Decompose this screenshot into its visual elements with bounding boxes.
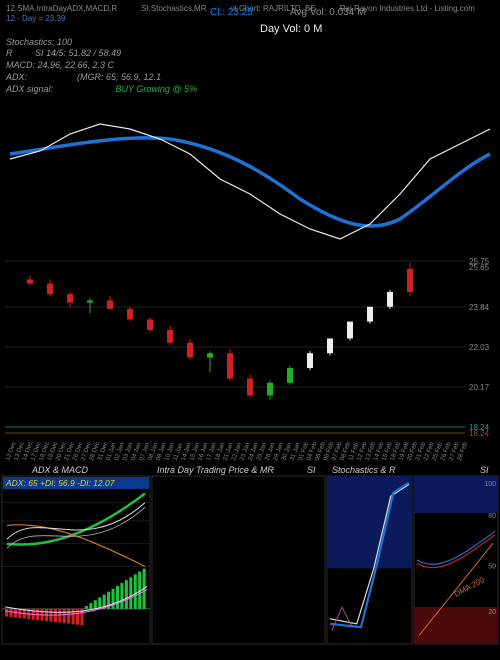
- close-value: Cl.: 23.25: [210, 6, 253, 19]
- svg-text:22.03: 22.03: [469, 343, 490, 352]
- hdr-l1-mid: SI,Stochastics,MR: [141, 4, 206, 14]
- svg-text:ADX: 65 +DI: 56.9 -DI: 12.07: ADX: 65 +DI: 56.9 -DI: 12.07: [5, 478, 115, 488]
- hdr-l2: 12 - Day = 23.39: [6, 14, 65, 24]
- stat-adxsig-v: BUY Growing @ 5%: [116, 84, 198, 94]
- stat-rsi-v: SI 14/5: 51.82 / 58.49: [35, 48, 121, 58]
- svg-text:18.24: 18.24: [469, 429, 490, 438]
- svg-text:80: 80: [488, 513, 496, 520]
- chart-header: 12.SMA.IntraDayADX,MACD,R SI,Stochastics…: [0, 0, 500, 99]
- day-vol: Day Vol: 0 M: [260, 22, 322, 36]
- root: 12.SMA.IntraDayADX,MACD,R SI,Stochastics…: [0, 0, 500, 660]
- svg-text:50: 50: [488, 564, 496, 571]
- indicator-stats: Stochastics: 100 R SI 14/5: 51.82 / 58.4…: [6, 37, 494, 95]
- hdr-l1-left: 12.SMA.IntraDayADX,MACD,R: [6, 4, 117, 14]
- stat-adx-l: ADX:: [6, 72, 27, 82]
- svg-text:Stochastics & R: Stochastics & R: [332, 465, 396, 475]
- svg-text:ADX & MACD: ADX & MACD: [31, 465, 89, 475]
- avg-vol: Avg Vol: 0.034 M: [290, 6, 365, 19]
- svg-text:SI: SI: [307, 465, 316, 475]
- svg-text:23.84: 23.84: [469, 303, 490, 312]
- stat-adx-v: (MGR: 65, 56.9, 12.1: [77, 72, 161, 82]
- candlestick-chart: 25.7525.6523.8422.0320.1718.2418.2412 De…: [0, 249, 500, 464]
- svg-text:20.17: 20.17: [469, 383, 490, 392]
- stat-stoch: Stochastics: 100: [6, 37, 494, 49]
- svg-text:100: 100: [484, 481, 496, 488]
- stat-rsi-l: R: [6, 48, 13, 58]
- svg-text:SI: SI: [480, 465, 489, 475]
- bottom-panels: ADX & MACD Intra Day Trading Price & MR SI…: [0, 464, 500, 654]
- svg-text:Intra Day Trading Price &: Intra Day Trading Price & MR: [157, 465, 274, 475]
- svg-text:20: 20: [488, 609, 496, 616]
- svg-text:25.65: 25.65: [469, 263, 490, 272]
- stat-macd: MACD: 24.96, 22.66, 2.3 C: [6, 60, 494, 72]
- sma-chart: [0, 99, 500, 249]
- stat-adxsig-l: ADX signal:: [6, 84, 53, 94]
